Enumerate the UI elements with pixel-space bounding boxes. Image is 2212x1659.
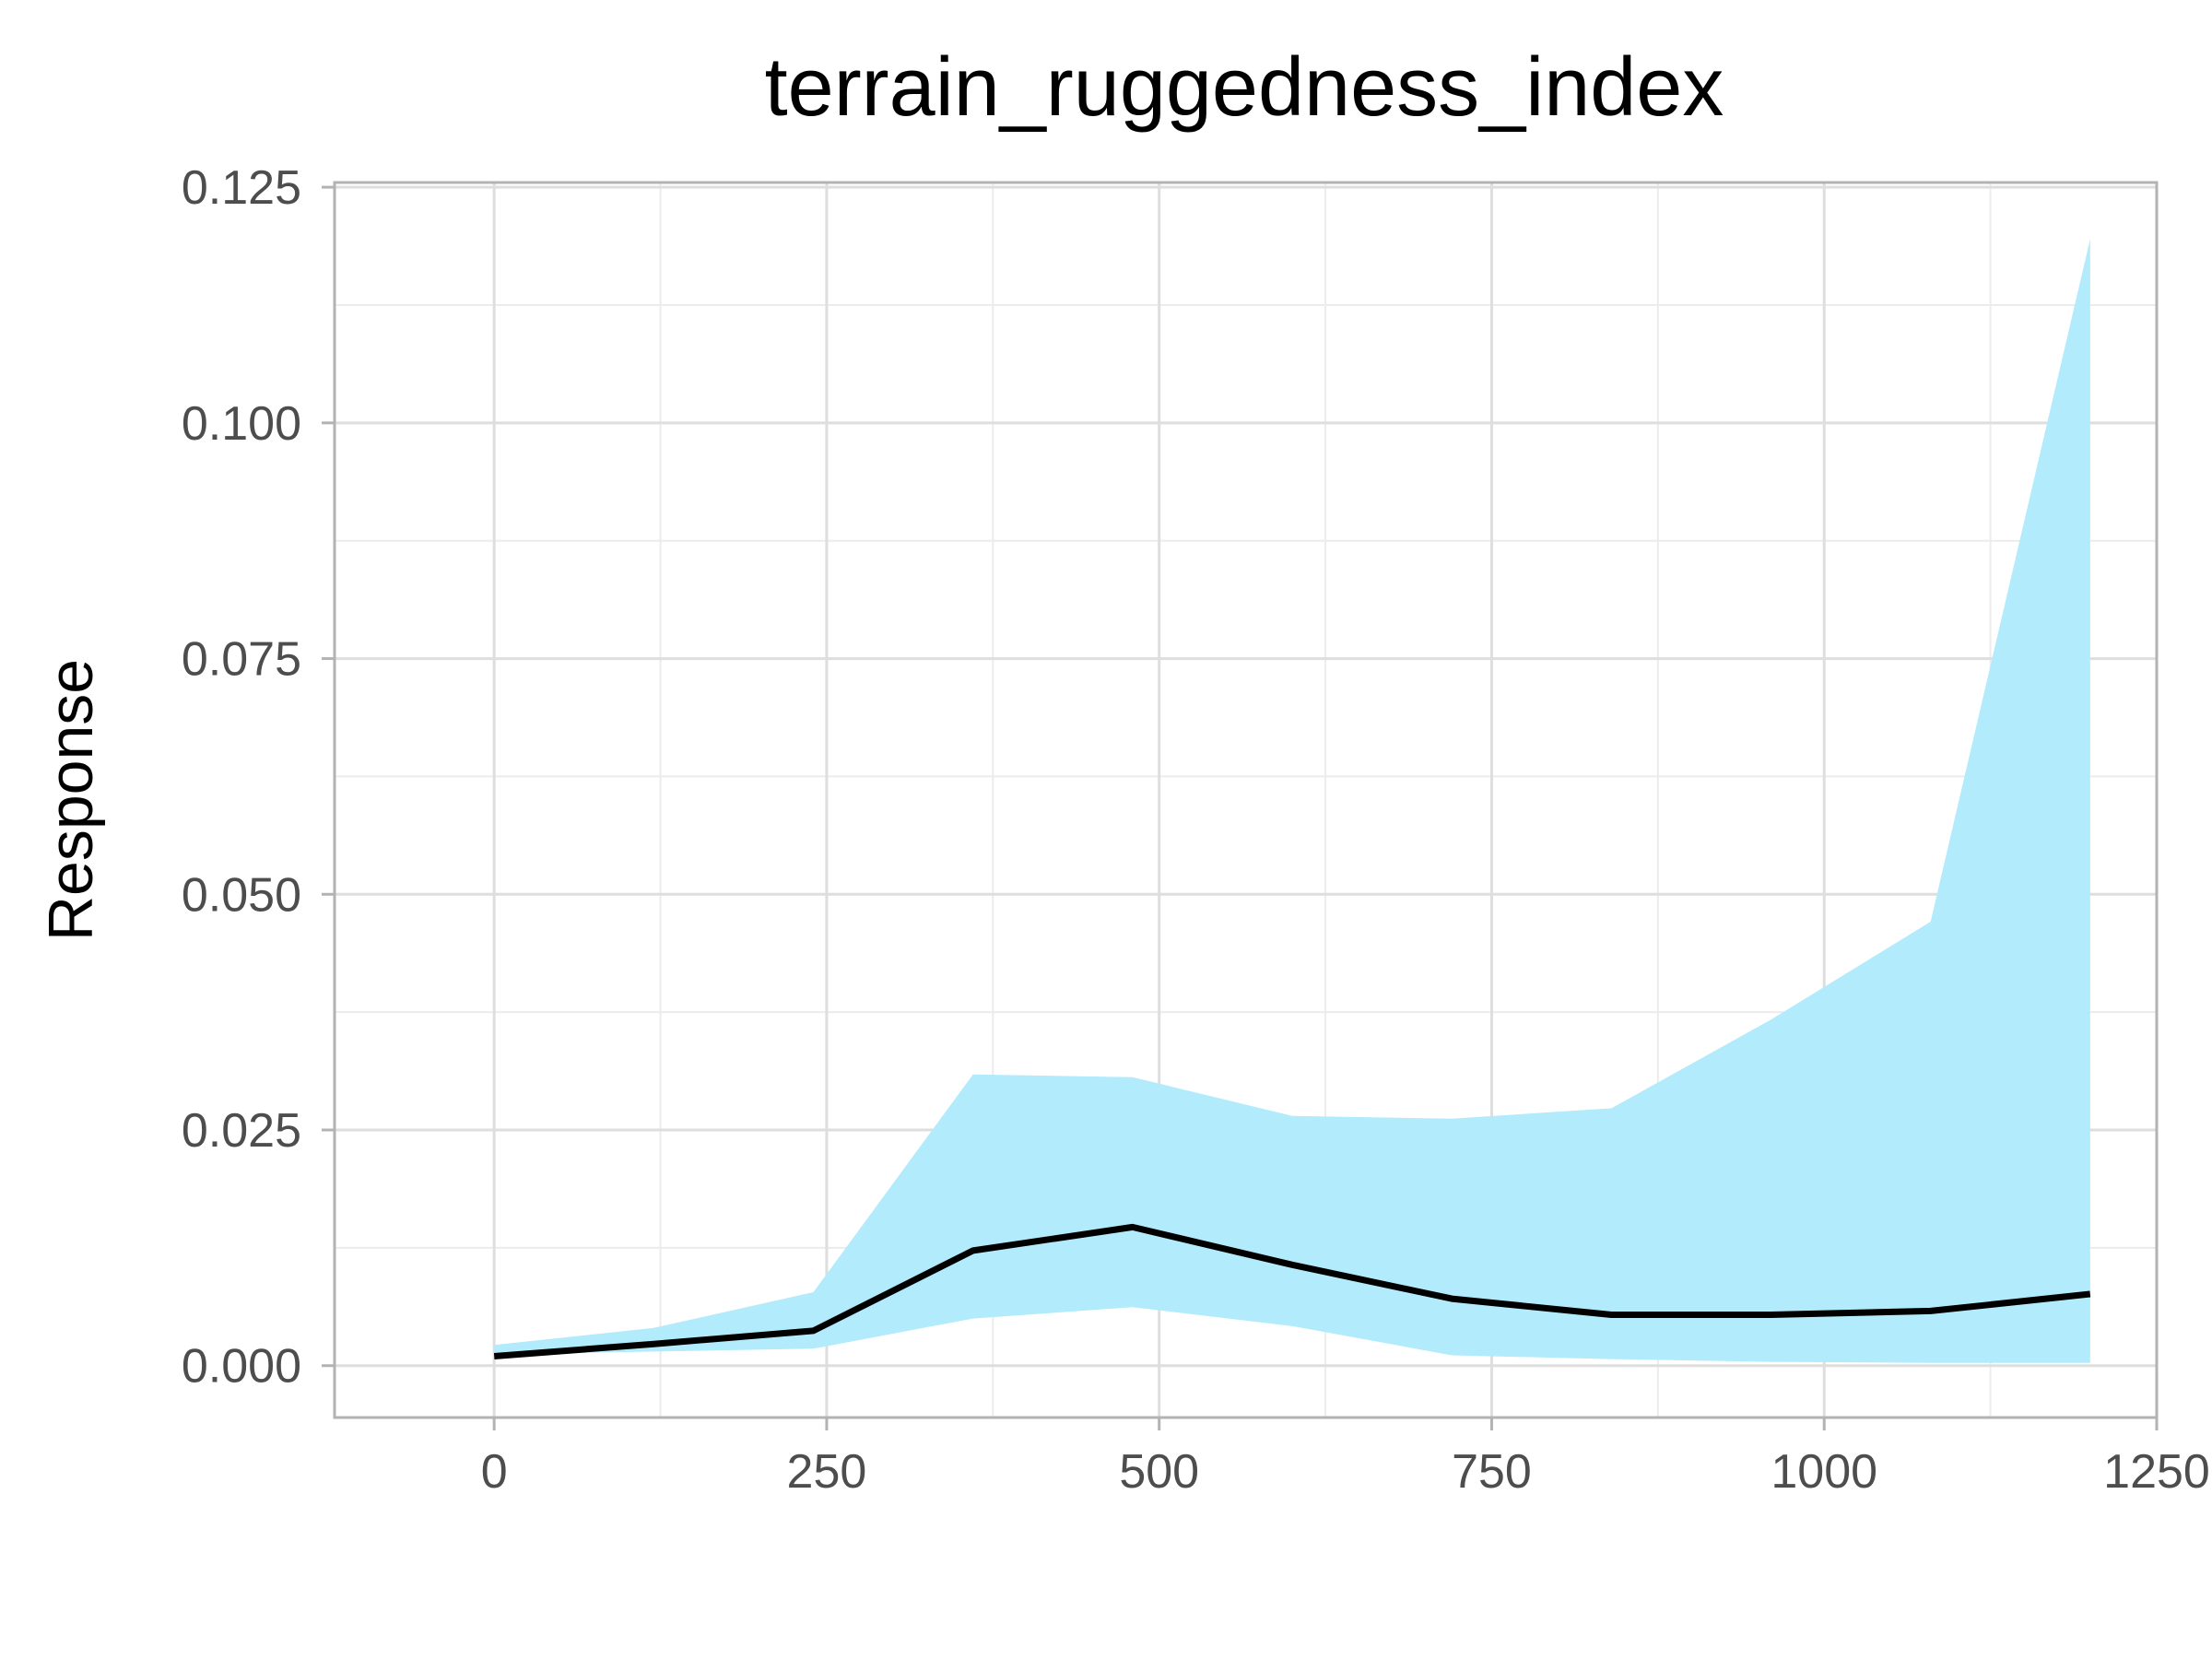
y-tick-label: 0.025	[182, 1104, 301, 1158]
x-tick-label: 750	[1452, 1445, 1532, 1499]
y-tick-label: 0.050	[182, 868, 301, 922]
y-axis-title: Response	[36, 659, 106, 941]
x-tick-label: 0	[481, 1445, 508, 1499]
chart-title: terrain_ruggedness_index	[765, 41, 1724, 134]
y-tick-label: 0.125	[182, 161, 301, 215]
confidence-band	[494, 239, 2090, 1363]
y-tick-label: 0.000	[182, 1340, 301, 1394]
confidence-band-layer	[494, 239, 2090, 1363]
y-tick-label: 0.075	[182, 633, 301, 687]
panel-border-rect	[333, 181, 2159, 1419]
panel-border	[333, 181, 2159, 1419]
x-tick-label: 250	[787, 1445, 867, 1499]
response-line-layer	[493, 1223, 2091, 1359]
x-tick-label: 500	[1119, 1445, 1199, 1499]
x-tick-label: 1000	[1771, 1445, 1877, 1499]
y-axis-ticks: 0.000 0.025 0.050 0.075 0.100 0.125	[182, 161, 335, 1394]
x-tick-label: 1250	[2103, 1445, 2210, 1499]
x-axis-ticks: 0 250 500 750 1000 1250	[481, 1418, 2210, 1499]
response-line	[493, 1223, 2091, 1359]
y-tick-label: 0.100	[182, 397, 301, 451]
